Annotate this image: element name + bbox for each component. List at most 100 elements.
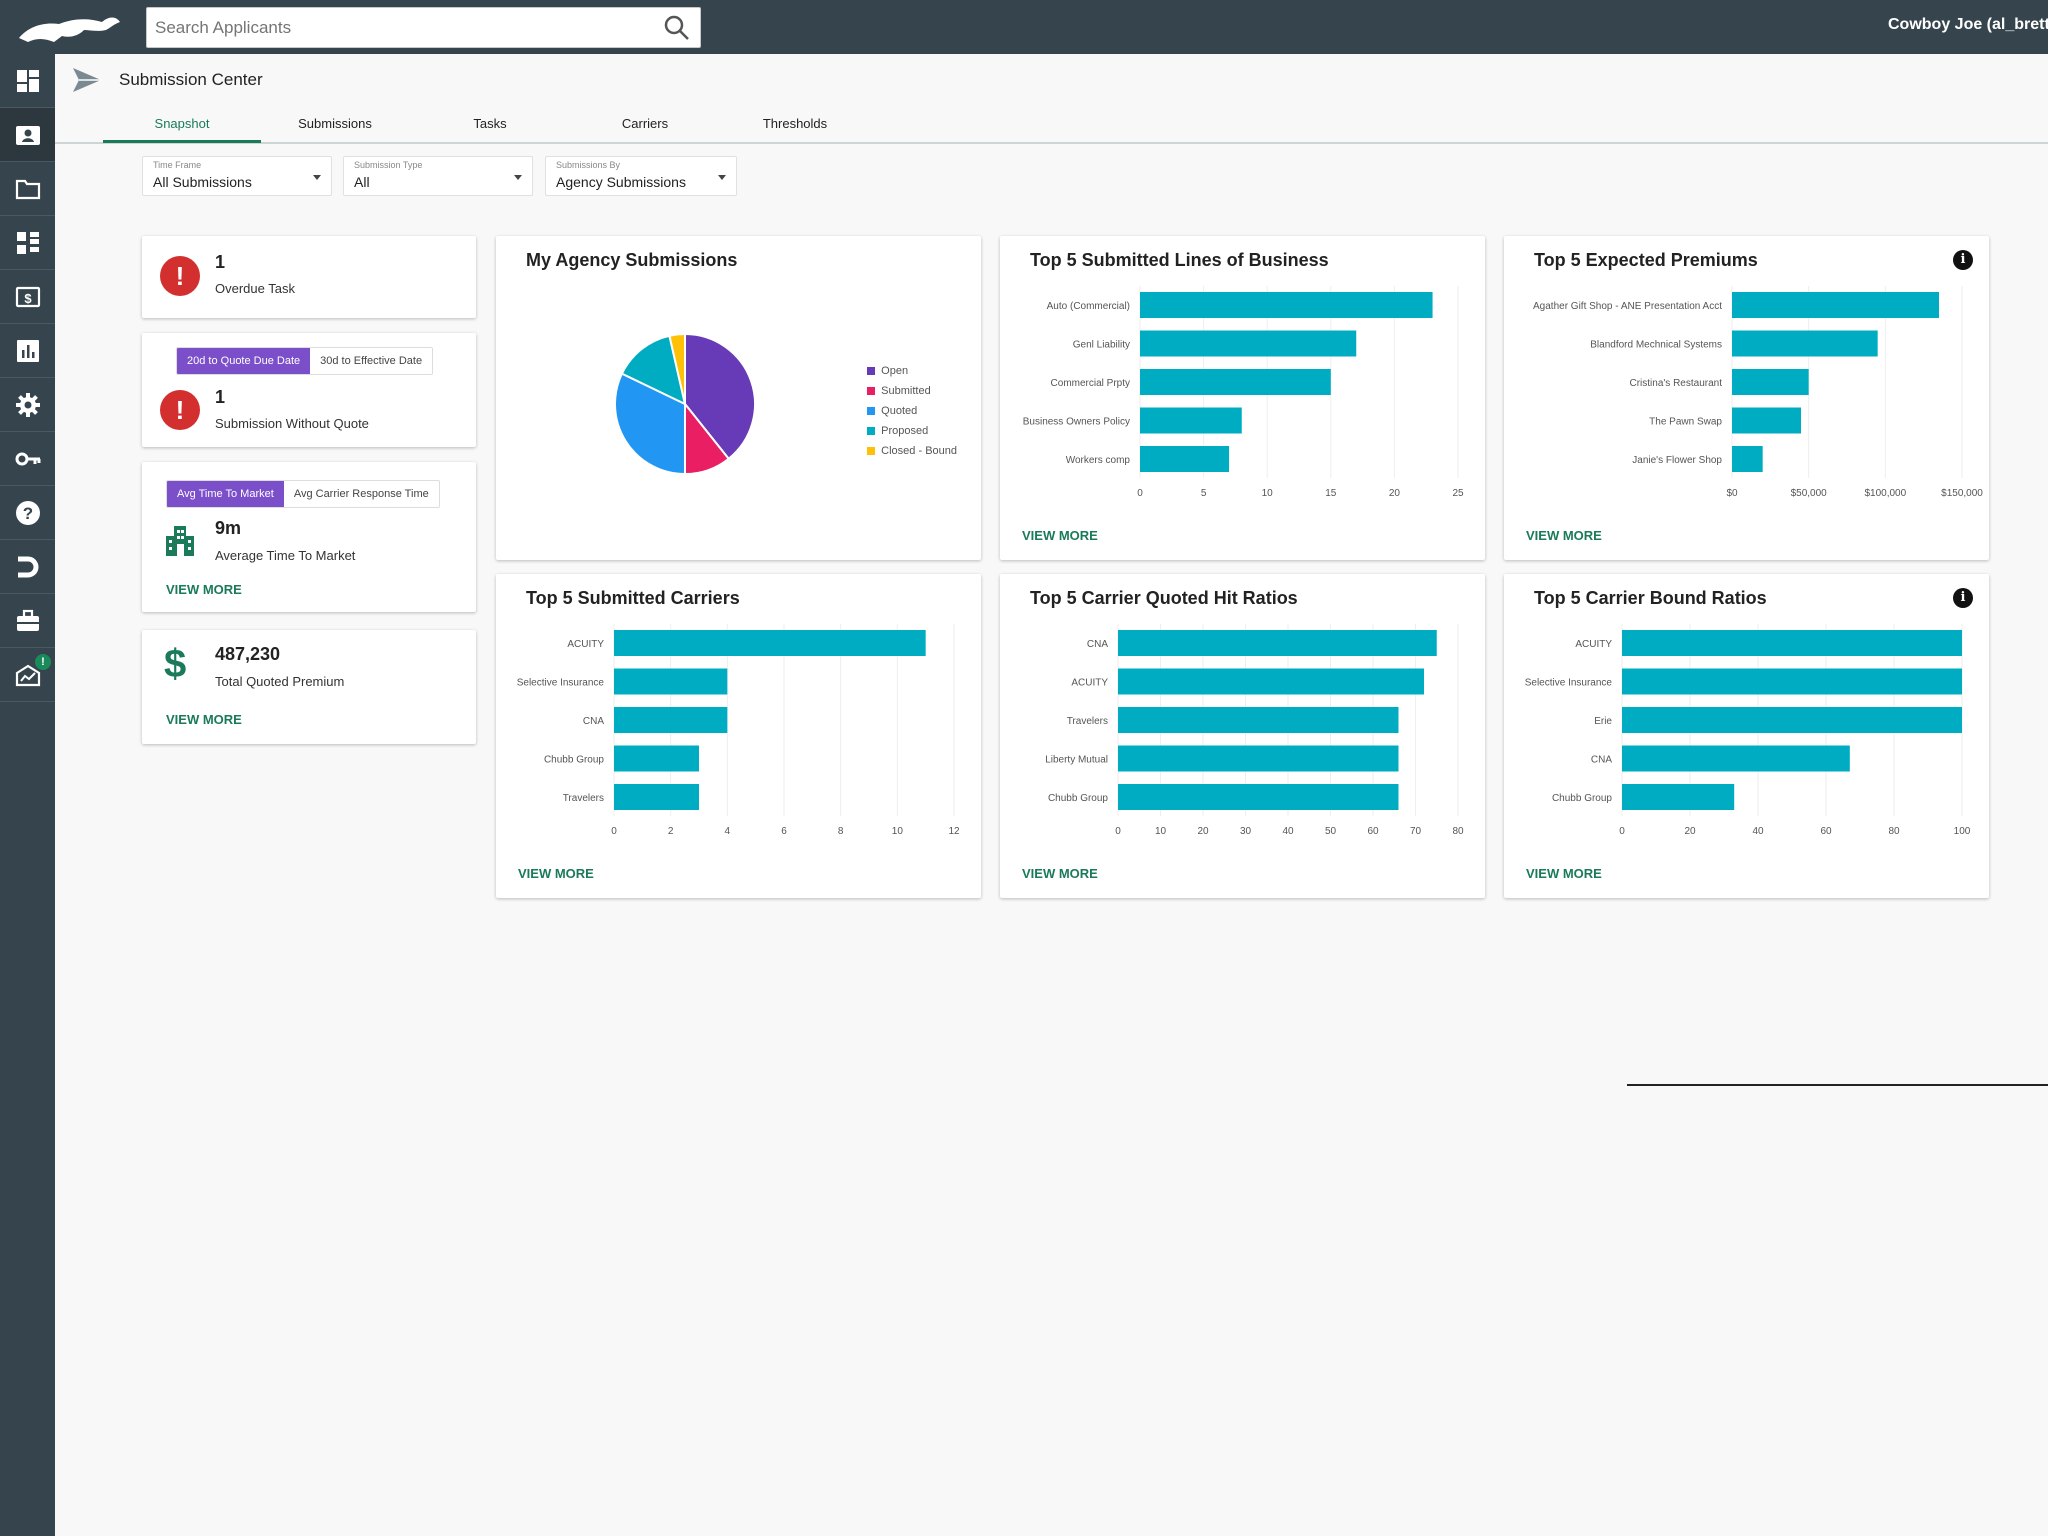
sidebar-item-magnet[interactable] <box>0 540 55 594</box>
view-more-link[interactable]: VIEW MORE <box>1526 866 1602 881</box>
pie-slice-quoted[interactable] <box>614 372 686 476</box>
view-more-link[interactable]: VIEW MORE <box>1526 528 1602 543</box>
legend-swatch <box>867 427 876 435</box>
submission-type-select[interactable]: Submission Type All <box>343 156 533 196</box>
tab-carriers[interactable]: Carriers <box>621 116 669 131</box>
divider <box>1627 1084 2048 1086</box>
overdue-task-card[interactable]: ! 1 Overdue Task <box>142 236 476 318</box>
toggle-quote-due[interactable]: 20d to Quote Due Date <box>177 348 311 374</box>
sidebar: $?! <box>0 54 55 1536</box>
bar[interactable] <box>1732 407 1801 434</box>
bar[interactable] <box>1140 407 1242 434</box>
sidebar-item-bar-chart[interactable] <box>0 324 55 378</box>
bar[interactable] <box>1118 784 1399 810</box>
bar[interactable] <box>1732 446 1763 472</box>
top-carrier-hit-ratios-chart: Top 5 Carrier Quoted Hit Ratios VIEW MORE… <box>1000 574 1485 898</box>
bar[interactable] <box>614 745 699 772</box>
x-tick-label: 4 <box>725 826 731 837</box>
sidebar-item-help[interactable]: ? <box>0 486 55 540</box>
bar[interactable] <box>1118 745 1399 772</box>
view-more-link[interactable]: VIEW MORE <box>1022 866 1098 881</box>
time-to-market-toggle[interactable]: Avg Time To Market Avg Carrier Response … <box>166 480 440 508</box>
pie-chart <box>614 332 756 476</box>
x-tick-label: 10 <box>1262 488 1274 499</box>
tab-snapshot[interactable]: Snapshot <box>154 116 210 131</box>
search-icon[interactable] <box>664 15 690 41</box>
view-more-link[interactable]: VIEW MORE <box>166 712 242 727</box>
submissions-by-select[interactable]: Submissions By Agency Submissions <box>545 156 737 196</box>
view-more-link[interactable]: VIEW MORE <box>166 582 242 597</box>
time-frame-select[interactable]: Time Frame All Submissions <box>142 156 332 196</box>
pie-slice-closed-bound[interactable] <box>668 332 686 405</box>
bar[interactable] <box>1622 745 1850 772</box>
time-to-market-card: Avg Time To Market Avg Carrier Response … <box>142 462 476 612</box>
bar[interactable] <box>614 784 699 810</box>
legend-swatch <box>867 387 876 395</box>
sidebar-item-folder[interactable] <box>0 162 55 216</box>
y-category-label: CNA <box>1087 639 1108 650</box>
alert-icon: ! <box>160 256 200 296</box>
quote-date-toggle[interactable]: 20d to Quote Due Date 30d to Effective D… <box>176 347 434 375</box>
x-tick-label: 12 <box>948 826 960 837</box>
y-category-label: ACUITY <box>1575 639 1612 650</box>
pie-slice-proposed[interactable] <box>620 334 687 406</box>
search-box[interactable] <box>146 7 701 48</box>
info-icon[interactable]: i <box>1953 250 1973 270</box>
bar[interactable] <box>1622 707 1962 733</box>
send-icon <box>73 68 101 92</box>
sidebar-item-key[interactable] <box>0 432 55 486</box>
toggle-avg-time-market[interactable]: Avg Time To Market <box>167 481 284 507</box>
sidebar-item-briefcase[interactable] <box>0 594 55 648</box>
bar[interactable] <box>1732 369 1809 395</box>
y-category-label: Blandford Mechnical Systems <box>1590 340 1722 351</box>
bar-chart: 0 5 10 15 20 25 Auto (Commercial) Genl Liabilit… <box>1023 286 1464 499</box>
bar[interactable] <box>1118 668 1424 695</box>
toggle-avg-carrier-response[interactable]: Avg Carrier Response Time <box>283 481 439 507</box>
bar[interactable] <box>1622 668 1962 695</box>
sidebar-item-money[interactable]: $ <box>0 270 55 324</box>
tab-thresholds[interactable]: Thresholds <box>762 116 828 131</box>
bar[interactable] <box>1622 784 1735 810</box>
contacts-icon <box>15 125 40 145</box>
bar[interactable] <box>1622 630 1962 656</box>
bar[interactable] <box>1140 292 1433 318</box>
quote-count: 1 <box>215 387 226 407</box>
search-input[interactable] <box>155 8 655 47</box>
bar[interactable] <box>614 668 728 695</box>
x-tick-label: 40 <box>1752 826 1764 837</box>
cheetah-logo-icon[interactable] <box>14 8 124 48</box>
bar-chart-icon <box>16 339 39 362</box>
bar[interactable] <box>1118 630 1437 656</box>
sidebar-item-contacts[interactable] <box>0 108 55 162</box>
bar[interactable] <box>614 630 926 656</box>
bar[interactable] <box>614 707 728 733</box>
pie-slice-open[interactable] <box>684 332 756 461</box>
legend-swatch <box>867 367 876 375</box>
sidebar-item-dashboard[interactable] <box>0 54 55 108</box>
bar[interactable] <box>1140 330 1357 357</box>
legend-label: Closed - Bound <box>881 445 957 457</box>
chart-title: Top 5 Carrier Quoted Hit Ratios <box>1030 588 1298 608</box>
info-icon[interactable]: i <box>1953 588 1973 608</box>
chart-title: Top 5 Carrier Bound Ratios <box>1534 588 1767 608</box>
bar[interactable] <box>1118 707 1399 733</box>
bar[interactable] <box>1732 292 1939 318</box>
tab-tasks[interactable]: Tasks <box>473 116 507 131</box>
sidebar-item-gear[interactable] <box>0 378 55 432</box>
bar[interactable] <box>1732 330 1878 357</box>
toggle-effective-date[interactable]: 30d to Effective Date <box>310 348 433 374</box>
tab-submissions[interactable]: Submissions <box>298 116 372 131</box>
alert-icon: ! <box>160 390 200 430</box>
bar[interactable] <box>1140 369 1331 395</box>
chart-title: My Agency Submissions <box>526 250 738 270</box>
bar[interactable] <box>1140 446 1230 472</box>
y-category-label: Workers comp <box>1066 455 1131 466</box>
x-tick-label: 80 <box>1888 826 1900 837</box>
view-more-link[interactable]: VIEW MORE <box>1022 528 1098 543</box>
premium-value: 487,230 <box>215 644 281 664</box>
view-more-link[interactable]: VIEW MORE <box>518 866 594 881</box>
sidebar-item-inbox-alert[interactable]: ! <box>0 648 55 702</box>
y-category-label: CNA <box>583 716 604 727</box>
sidebar-item-org-chart[interactable] <box>0 216 55 270</box>
user-name[interactable]: Cowboy Joe (al_brett <box>1888 16 2048 33</box>
